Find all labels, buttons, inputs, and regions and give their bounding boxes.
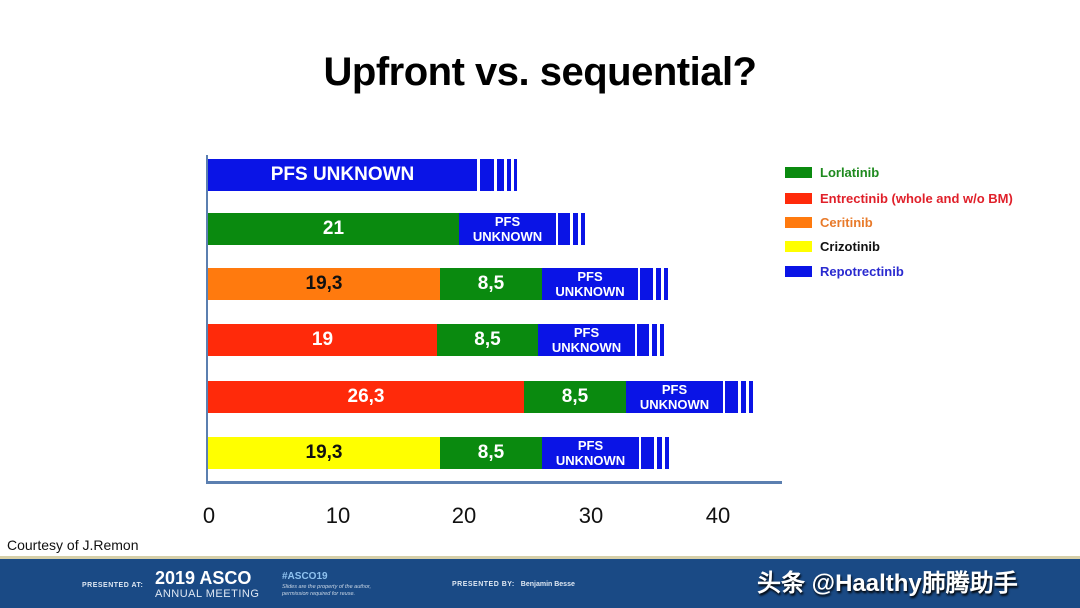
segment-lorlatinib: 8,5 xyxy=(440,268,542,300)
courtesy-note: Courtesy of J.Remon xyxy=(7,537,139,553)
legend-item-lorlatinib: Lorlatinib xyxy=(785,162,879,182)
segment-repotrectinib-unknown: PFS UNKNOWN xyxy=(208,159,477,191)
segment-label: 8,5 xyxy=(561,386,589,407)
legend-item-ceritinib: Ceritinib xyxy=(785,212,873,232)
break-stripe xyxy=(664,268,668,300)
presented-at-label: PRESENTED AT: xyxy=(82,582,144,589)
legend-swatch xyxy=(785,216,812,228)
break-stripe xyxy=(656,268,661,300)
segment-label: PFS xyxy=(577,438,604,453)
break-stripe xyxy=(725,381,738,413)
segment-lorlatinib: 8,5 xyxy=(437,324,538,356)
segment-label: PFS xyxy=(577,269,603,284)
x-tick-label: 20 xyxy=(451,503,477,528)
legend-item-repotrectinib: Repotrectinib xyxy=(785,261,904,281)
break-stripe xyxy=(497,159,504,191)
break-stripe xyxy=(749,381,753,413)
legend-label: Crizotinib xyxy=(820,238,880,254)
break-stripe xyxy=(641,437,654,469)
x-tick-label: 40 xyxy=(705,503,731,528)
asco-logo-subtitle: ANNUAL MEETING xyxy=(155,588,260,600)
stacked-bar-chart: PFS UNKNOWN 21 PFS UNKNOWN 19,3 8,5 PFS … xyxy=(202,155,1013,528)
break-stripe xyxy=(637,324,649,356)
segment-label: 8,5 xyxy=(477,442,505,463)
break-stripe xyxy=(507,159,511,191)
break-stripe xyxy=(480,159,494,191)
legend-label: Lorlatinib xyxy=(820,164,880,180)
segment-lorlatinib: 8,5 xyxy=(440,437,542,469)
legend-label: Entrectinib (whole and w/o BM) xyxy=(820,190,1013,206)
segment-entrectinib: 26,3 xyxy=(208,381,524,413)
segment-label: PFS xyxy=(661,382,688,397)
segment-lorlatinib: 8,5 xyxy=(524,381,626,413)
break-stripe xyxy=(652,324,657,356)
segment-repotrectinib-unknown: PFS UNKNOWN xyxy=(459,213,556,245)
x-tick-label: 30 xyxy=(578,503,604,528)
footer-banner: PRESENTED AT: 2019 ASCO ANNUAL MEETING #… xyxy=(0,556,1080,608)
legend-item-entrectinib: Entrectinib (whole and w/o BM) xyxy=(785,188,1013,208)
segment-repotrectinib-unknown: PFS UNKNOWN xyxy=(626,381,723,413)
segment-label: 8,5 xyxy=(474,329,501,350)
hashtag: #ASCO19 xyxy=(282,571,328,582)
segment-label: UNKNOWN xyxy=(555,453,626,468)
presented-by: PRESENTED BY: Benjamin Besse xyxy=(452,581,575,588)
segment-label: 8,5 xyxy=(477,273,505,294)
legend-swatch xyxy=(785,240,812,252)
segment-entrectinib: 19 xyxy=(208,324,437,356)
x-tick-label: 0 xyxy=(202,503,216,528)
segment-repotrectinib-unknown: PFS UNKNOWN xyxy=(542,268,638,300)
break-stripe xyxy=(657,437,662,469)
legend-swatch xyxy=(785,265,812,277)
segment-ceritinib: 19,3 xyxy=(208,268,440,300)
break-stripe xyxy=(741,381,746,413)
break-stripe xyxy=(573,213,578,245)
segment-label: UNKNOWN xyxy=(639,397,710,412)
segment-label: UNKNOWN xyxy=(555,284,625,299)
asco-logo-year: 2019 ASCO xyxy=(155,568,252,588)
presented-by-label: PRESENTED BY: xyxy=(452,581,515,588)
segment-label: 21 xyxy=(322,218,345,239)
segment-label: 19,3 xyxy=(305,273,343,294)
break-stripe xyxy=(558,213,570,245)
segment-label: 19 xyxy=(311,329,334,350)
legend-swatch xyxy=(785,166,812,178)
x-axis-line xyxy=(206,481,782,484)
x-tick-label: 10 xyxy=(325,503,351,528)
break-stripe xyxy=(581,213,585,245)
segment-lorlatinib: 21 xyxy=(208,213,459,245)
slide-title: Upfront vs. sequential? xyxy=(323,50,758,94)
legend-label: Ceritinib xyxy=(820,214,873,230)
segment-repotrectinib-unknown: PFS UNKNOWN xyxy=(538,324,635,356)
segment-label: UNKNOWN xyxy=(472,229,543,244)
segment-label: UNKNOWN xyxy=(551,340,622,355)
segment-label: PFS xyxy=(494,214,521,229)
segment-label: PFS xyxy=(573,325,600,340)
segment-label: PFS UNKNOWN xyxy=(270,164,415,185)
disclaimer: Slides are the property of the author, p… xyxy=(282,584,371,597)
break-stripe xyxy=(514,159,517,191)
segment-label: 26,3 xyxy=(347,386,385,407)
y-axis-line xyxy=(206,155,208,482)
segment-label: 19,3 xyxy=(305,442,343,463)
break-stripe xyxy=(640,268,653,300)
presenter-name: Benjamin Besse xyxy=(520,581,575,588)
legend-swatch xyxy=(785,192,812,204)
legend-label: Repotrectinib xyxy=(820,263,904,279)
watermark: 头条 @Haalthy肺腾助手 xyxy=(757,570,1018,597)
break-stripe xyxy=(665,437,669,469)
segment-crizotinib: 19,3 xyxy=(208,437,440,469)
segment-repotrectinib-unknown: PFS UNKNOWN xyxy=(542,437,639,469)
legend-item-crizotinib: Crizotinib xyxy=(785,236,880,256)
break-stripe xyxy=(660,324,664,356)
